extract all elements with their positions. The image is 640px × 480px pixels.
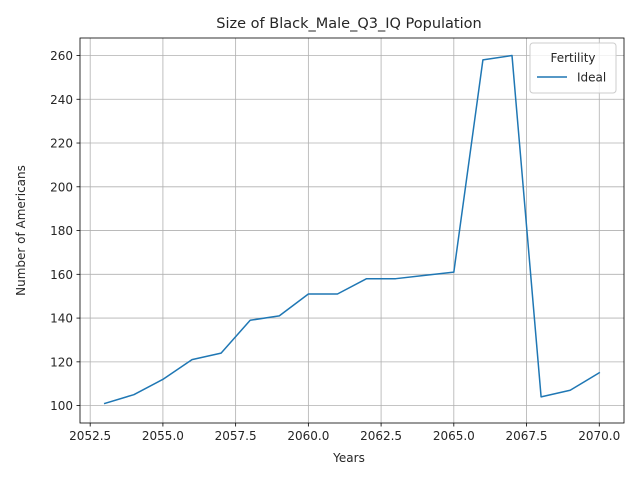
x-tick-label: 2062.5 xyxy=(360,429,402,443)
x-axis-label: Years xyxy=(332,451,365,465)
x-tick-label: 2057.5 xyxy=(215,429,257,443)
grid xyxy=(80,38,624,423)
y-tick-label: 140 xyxy=(50,312,73,326)
x-tick-label: 2070.0 xyxy=(578,429,620,443)
x-tick-label: 2055.0 xyxy=(142,429,184,443)
chart-title: Size of Black_Male_Q3_IQ Population xyxy=(216,16,481,32)
legend-title: Fertility xyxy=(550,51,595,65)
y-tick-label: 100 xyxy=(50,399,73,413)
y-tick-label: 200 xyxy=(50,180,73,194)
series-layer xyxy=(103,54,601,405)
legend-label-ideal: Ideal xyxy=(577,71,606,85)
y-tick-label: 180 xyxy=(50,224,73,238)
y-tick-label: 220 xyxy=(50,137,73,151)
x-tick-label: 2067.5 xyxy=(506,429,548,443)
x-tick-label: 2060.0 xyxy=(287,429,329,443)
y-tick-label: 260 xyxy=(50,49,73,63)
legend: Fertility Ideal xyxy=(529,42,617,94)
y-tick-label: 120 xyxy=(50,355,73,369)
x-tick-label: 2065.0 xyxy=(433,429,475,443)
x-tick-label: 2052.5 xyxy=(69,429,111,443)
y-tick-label: 240 xyxy=(50,93,73,107)
series-line-ideal xyxy=(103,54,601,405)
y-tick-label: 160 xyxy=(50,268,73,282)
legend-frame xyxy=(529,42,617,94)
axes: 2052.5 2055.0 2057.5 2060.0 2062.5 2065.0 2067… xyxy=(50,37,625,443)
y-axis-label: Number of Americans xyxy=(14,165,28,296)
